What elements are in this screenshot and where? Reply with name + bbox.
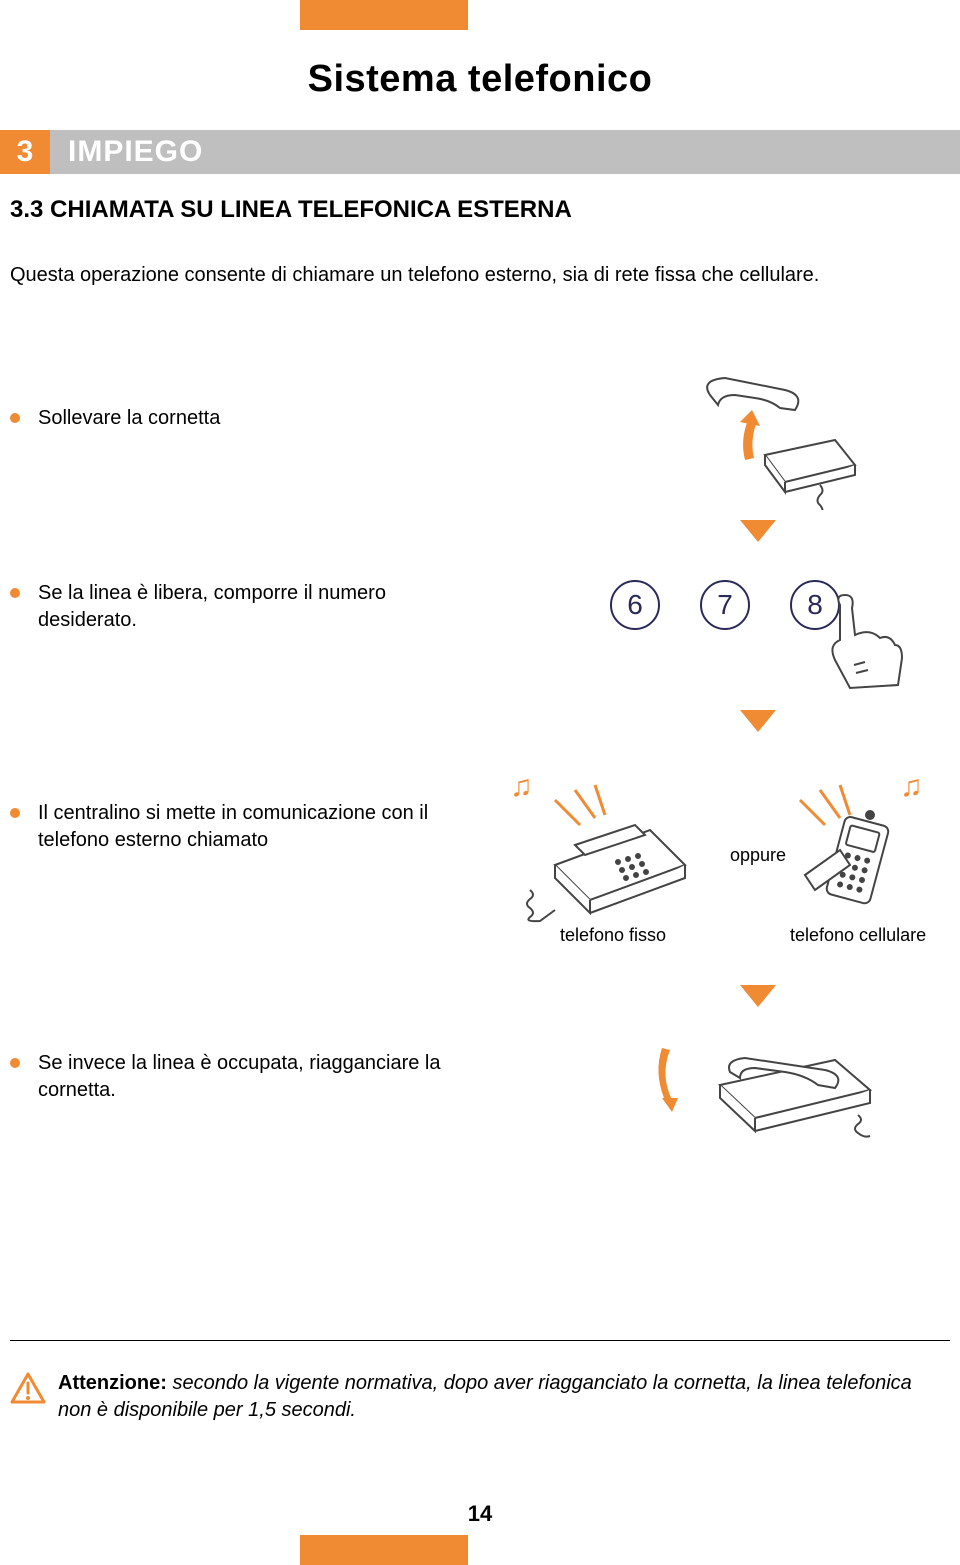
- key-7: 7: [700, 580, 750, 630]
- bullet-icon: [10, 1058, 20, 1068]
- warning-row: Attenzione: secondo la vigente normativa…: [10, 1370, 950, 1424]
- warning-icon: [10, 1372, 46, 1404]
- step-text: Il centralino si mette in comunicazione …: [38, 800, 458, 854]
- step-text: Se invece la linea è occupata, riagganci…: [38, 1050, 458, 1104]
- page-number: 14: [0, 1501, 960, 1527]
- bullet-icon: [10, 588, 20, 598]
- step-text: Se la linea è libera, comporre il numero…: [38, 580, 458, 634]
- hangup-graphic: [640, 1030, 920, 1150]
- cell-phone-label: telefono cellulare: [790, 925, 926, 946]
- warning-text: Attenzione: secondo la vigente normativa…: [58, 1370, 950, 1424]
- bullet-icon: [10, 808, 20, 818]
- down-arrow-icon: [740, 985, 776, 1007]
- subsection-title: 3.3 CHIAMATA SU LINEA TELEFONICA ESTERNA: [10, 196, 572, 224]
- fixed-phone-label: telefono fisso: [560, 925, 666, 946]
- warning-label: Attenzione:: [58, 1372, 167, 1394]
- section-header-bar: 3 IMPIEGO: [0, 130, 960, 174]
- divider-line: [10, 1340, 950, 1341]
- phones-ringing-graphic: ♫ ♫: [500, 770, 940, 960]
- section-number: 3: [0, 130, 50, 174]
- step-2: Se la linea è libera, comporre il numero…: [10, 580, 458, 634]
- step-text: Sollevare la cornetta: [38, 405, 220, 432]
- intro-text: Questa operazione consente di chiamare u…: [10, 262, 910, 289]
- down-arrow-icon: [740, 710, 776, 732]
- bottom-accent-tab: [300, 1535, 468, 1565]
- key-6: 6: [610, 580, 660, 630]
- section-title: IMPIEGO: [68, 135, 203, 169]
- page-title: Sistema telefonico: [0, 58, 960, 101]
- step-4: Se invece la linea è occupata, riagganci…: [10, 1050, 458, 1104]
- lift-handset-graphic: [670, 370, 890, 510]
- step-3: Il centralino si mette in comunicazione …: [10, 800, 458, 854]
- down-arrow-icon: [740, 520, 776, 542]
- warning-body: secondo la vigente normativa, dopo aver …: [58, 1372, 912, 1421]
- step-1: Sollevare la cornetta: [10, 405, 220, 432]
- top-accent-tab: [300, 0, 468, 30]
- or-label: oppure: [730, 845, 786, 866]
- bullet-icon: [10, 413, 20, 423]
- keypad-graphic: 6 7 8: [610, 570, 940, 690]
